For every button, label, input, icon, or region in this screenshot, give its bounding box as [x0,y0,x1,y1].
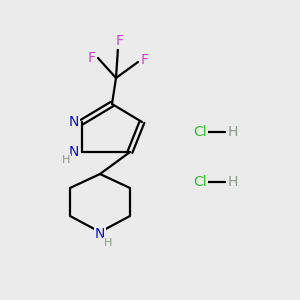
Text: N: N [69,145,79,159]
Text: N: N [69,115,79,129]
Text: N: N [95,227,105,241]
Text: H: H [104,238,112,248]
Text: F: F [141,53,149,67]
Text: H: H [228,125,238,139]
Text: F: F [116,34,124,48]
Text: H: H [228,175,238,189]
Text: Cl: Cl [193,175,207,189]
Text: F: F [88,51,96,65]
Text: H: H [62,155,70,165]
Text: Cl: Cl [193,125,207,139]
